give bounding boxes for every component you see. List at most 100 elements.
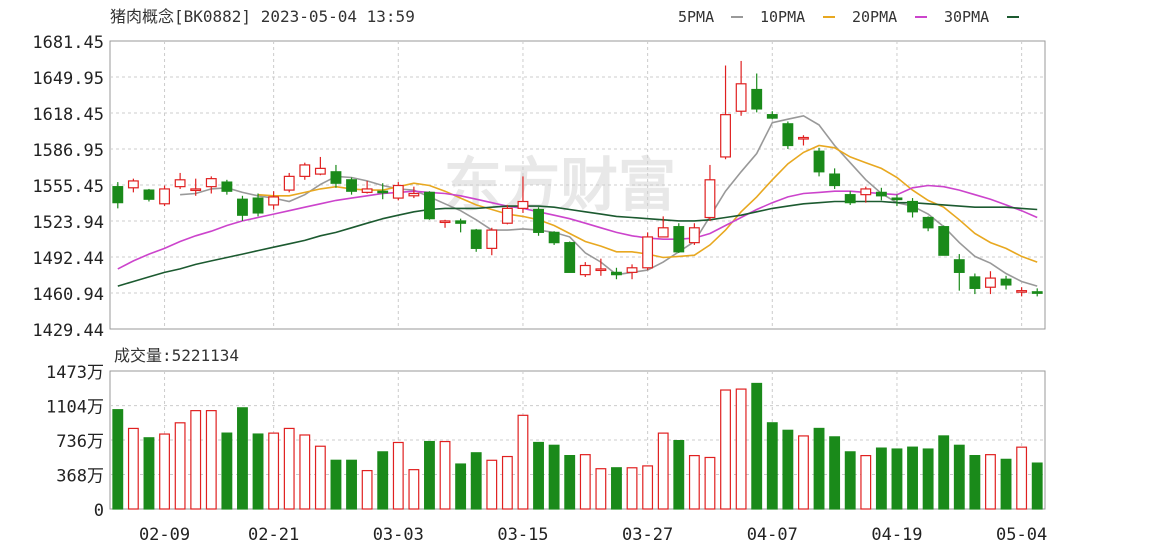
candle-body	[439, 220, 451, 224]
volume-bar	[501, 455, 513, 510]
candle	[174, 172, 186, 189]
ma-legend: 5PMA 10PMA 20PMA 30PMA	[678, 8, 1019, 26]
candle	[938, 225, 950, 256]
volume-bar	[1031, 462, 1043, 510]
candle	[517, 176, 529, 213]
candle	[875, 187, 887, 201]
volume-bar	[953, 444, 965, 510]
price-tick-label: 1460.94	[32, 285, 104, 305]
volume-bar	[190, 410, 202, 510]
candle-body	[907, 200, 918, 213]
candle	[424, 191, 435, 220]
date-tick-label: 03-27	[622, 525, 673, 545]
candle-body	[860, 188, 872, 196]
candle	[860, 186, 872, 203]
candle-body	[517, 200, 529, 209]
candle	[673, 223, 685, 253]
candle	[112, 182, 124, 209]
date-tick-label: 03-03	[373, 525, 424, 545]
candle-body	[159, 188, 170, 205]
volume-bar	[424, 440, 435, 510]
volume-bar	[751, 382, 763, 510]
candle	[953, 254, 965, 291]
volume-bar	[455, 463, 467, 510]
candle-body	[127, 180, 139, 189]
candle-body	[330, 171, 342, 184]
volume-bar	[595, 468, 607, 510]
legend-label-30pma: 30PMA	[944, 8, 989, 26]
candle-body	[486, 229, 498, 249]
candle	[237, 195, 248, 221]
candle	[782, 121, 794, 149]
candle-body	[938, 226, 950, 256]
volume-bar	[829, 436, 841, 510]
volume-bar	[907, 446, 918, 510]
volume-bar	[798, 435, 809, 510]
volume-tick-label: 736万	[56, 432, 104, 452]
volume-bar	[657, 432, 669, 510]
candle	[891, 194, 903, 207]
candle	[392, 182, 404, 201]
candle	[704, 164, 716, 221]
date-tick-label: 03-15	[497, 525, 548, 545]
candle-body	[579, 264, 591, 276]
volume-tick-label: 1104万	[46, 398, 104, 418]
chart-title: 猪肉概念[BK0882] 2023-05-04 13:59	[110, 7, 415, 26]
candle	[688, 223, 700, 245]
candle-body	[112, 186, 124, 204]
volume-bar	[564, 454, 576, 510]
volume-bar	[688, 454, 700, 510]
candle-body	[595, 268, 607, 272]
candle	[159, 185, 170, 207]
candle-body	[766, 114, 778, 119]
price-tick-label: 1523.94	[32, 213, 104, 233]
volume-tick-label: 0	[94, 501, 104, 521]
candle	[283, 172, 295, 193]
volume-bar	[470, 452, 482, 510]
volume-bar	[221, 432, 233, 510]
ma-line-30pma	[117, 200, 1038, 287]
candle-body	[221, 181, 233, 192]
candle	[408, 186, 420, 199]
volume-bar	[127, 427, 139, 510]
candle-body	[704, 179, 716, 219]
price-tick-label: 1429.44	[32, 321, 104, 341]
volume-bar	[735, 388, 747, 510]
volume-bar	[579, 454, 591, 510]
volume-bar	[268, 432, 280, 510]
candle-body	[314, 167, 326, 175]
candle	[766, 111, 778, 120]
candle-body	[720, 114, 731, 158]
volume-bar	[237, 407, 248, 510]
candle	[829, 168, 841, 189]
candle-body	[922, 216, 934, 229]
candle-body	[688, 227, 700, 244]
candle-body	[237, 198, 248, 216]
candle-body	[611, 271, 622, 276]
candle-body	[844, 194, 856, 204]
volume-label: 成交量:5221134	[114, 346, 239, 365]
volume-bar	[720, 389, 731, 510]
candle-body	[626, 267, 638, 273]
candle	[548, 231, 560, 245]
volume-bar	[517, 414, 529, 510]
candle	[813, 147, 825, 177]
candle	[642, 232, 654, 271]
candle	[205, 176, 217, 194]
candle	[268, 191, 280, 210]
volume-bar	[922, 448, 934, 510]
volume-bar	[283, 427, 295, 510]
ma-line-5pma	[180, 114, 1038, 287]
volume-bar	[548, 444, 560, 510]
volume-bars	[112, 382, 1043, 510]
volume-bar	[642, 465, 654, 510]
candle-body	[299, 164, 311, 177]
candle-body	[735, 83, 747, 112]
date-tick-label: 02-21	[248, 525, 299, 545]
candle-body	[1031, 291, 1043, 294]
volume-bar	[408, 469, 420, 510]
date-tick-label: 04-19	[871, 525, 922, 545]
price-tick-label: 1681.45	[32, 33, 104, 53]
candle	[501, 204, 513, 225]
